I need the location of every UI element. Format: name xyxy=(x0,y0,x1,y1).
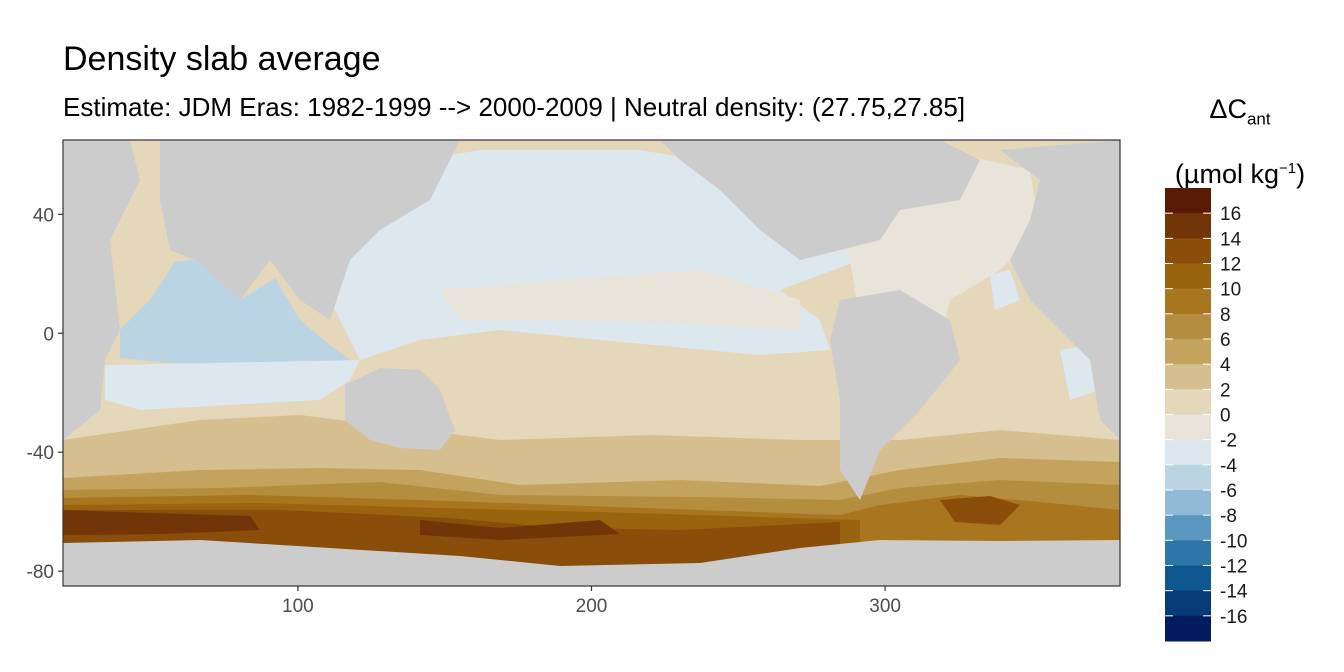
legend-unit-prefix: (µmol kg xyxy=(1174,159,1279,190)
equatorial-pacific-band xyxy=(440,270,800,330)
weddell-core xyxy=(940,496,1020,525)
legend-unit-suffix: ) xyxy=(1296,159,1306,190)
land-australia xyxy=(345,368,455,450)
colorbar-swatch xyxy=(1165,590,1211,617)
colorbar-swatch xyxy=(1165,364,1211,390)
colorbar-swatch xyxy=(1165,565,1211,592)
colorbar-swatch xyxy=(1165,213,1211,239)
colorbar-swatch xyxy=(1165,615,1211,642)
colorbar-label: 4 xyxy=(1220,355,1231,376)
legend-title: ΔCant (µmol kg−1) xyxy=(1160,84,1320,199)
chart-title: Density slab average xyxy=(63,40,381,78)
south-indian-band xyxy=(105,360,360,410)
colorbar-swatch xyxy=(1165,439,1211,466)
colorbar-label: -6 xyxy=(1220,481,1237,502)
colorbar-swatch xyxy=(1165,540,1211,566)
legend-unit-sup: −1 xyxy=(1278,160,1297,178)
land-africa xyxy=(63,140,140,440)
colorbar-label: -2 xyxy=(1220,431,1237,452)
colorbar-label: 16 xyxy=(1220,204,1241,225)
y-tick-label: -80 xyxy=(27,562,54,583)
land-masses xyxy=(63,140,1120,586)
colorbar-label: -14 xyxy=(1220,582,1248,603)
colorbar: 16 14 12 10 8 6 4 2 0 -2 -4 -6 -8 -10 -12 -14 -16 xyxy=(1165,188,1248,642)
colorbar-swatch xyxy=(1165,313,1211,340)
legend-title-sub: ant xyxy=(1246,109,1271,129)
land-south-america xyxy=(830,290,960,500)
colorbar-swatch xyxy=(1165,263,1211,290)
colorbar-label: 2 xyxy=(1220,380,1231,401)
colorbar-label: 14 xyxy=(1220,229,1242,250)
colorbar-swatch xyxy=(1165,288,1211,315)
colorbar-label: -12 xyxy=(1220,557,1247,578)
x-tick-label: 100 xyxy=(282,596,314,617)
gulf-of-guinea-region xyxy=(990,270,1020,310)
colorbar-swatch xyxy=(1165,490,1211,516)
y-tick-label: 40 xyxy=(33,205,54,226)
indian-ocean-region xyxy=(120,258,350,368)
land-eurasia xyxy=(160,140,460,320)
colorbar-label: -8 xyxy=(1220,506,1237,527)
colorbar-label: -16 xyxy=(1220,607,1247,628)
colorbar-swatch xyxy=(1165,339,1211,365)
land-north-america xyxy=(660,140,980,260)
colorbar-label: 12 xyxy=(1220,255,1241,276)
y-tick-label: -40 xyxy=(27,443,54,464)
colorbar-label: 0 xyxy=(1220,406,1231,427)
southern-band-14-16 xyxy=(63,510,260,535)
land-antarctica xyxy=(63,540,1120,586)
x-tick-label: 300 xyxy=(869,596,901,617)
colorbar-label: 8 xyxy=(1220,305,1231,326)
colorbar-label: -10 xyxy=(1220,531,1247,552)
colorbar-swatch xyxy=(1165,464,1211,491)
colorbar-swatch xyxy=(1165,515,1211,541)
colorbar-label: 10 xyxy=(1220,280,1241,301)
legend-title-main: ΔC xyxy=(1209,94,1247,124)
colorbar-swatch xyxy=(1165,389,1211,415)
colorbar-swatch xyxy=(1165,188,1211,214)
x-tick-label: 200 xyxy=(576,596,608,617)
chart-subtitle: Estimate: JDM Eras: 1982-1999 --> 2000-2… xyxy=(63,92,966,122)
southern-band-14-16-east xyxy=(420,520,620,540)
colorbar-label: 6 xyxy=(1220,330,1231,351)
colorbar-swatch xyxy=(1165,414,1211,441)
colorbar-swatch xyxy=(1165,238,1211,264)
colorbar-label: -4 xyxy=(1220,456,1237,477)
land-europe-africa-east xyxy=(1000,140,1120,440)
y-tick-label: 0 xyxy=(43,324,54,345)
